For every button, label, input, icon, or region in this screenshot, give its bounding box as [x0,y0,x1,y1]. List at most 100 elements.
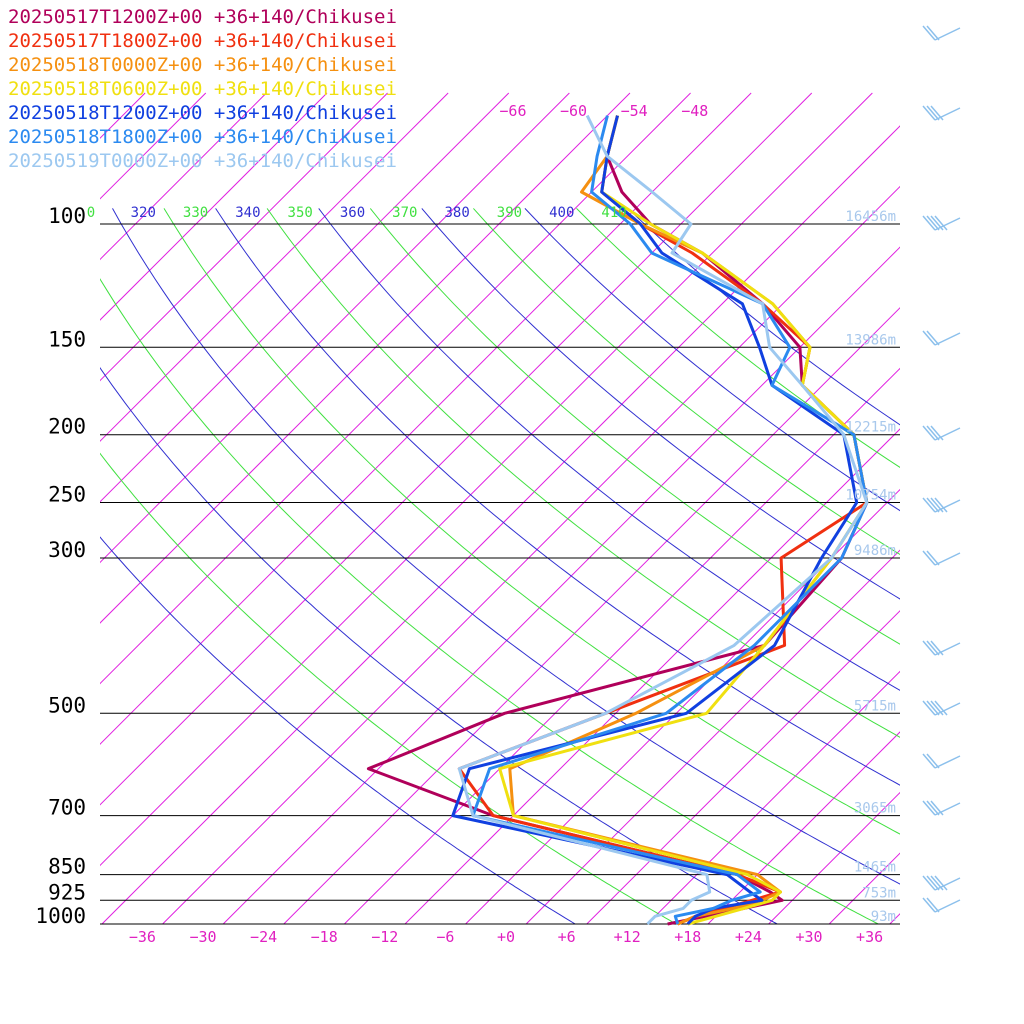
wind-barb-flag [930,215,944,231]
wind-barb [922,497,961,513]
wind-barb-flag [926,640,940,656]
isotherm-line [707,731,900,924]
wind-barb-flag [930,497,944,513]
wind-barb [922,330,961,346]
pressure-label: 150 [48,327,86,351]
wind-barb-shaft [934,877,961,891]
isotherm-line [100,92,267,261]
isotherm-line [100,92,449,442]
dry-adiabat-line [421,208,900,600]
wind-barb-shaft [934,499,961,513]
wind-barb [922,25,961,41]
wind-barb [922,875,961,891]
legend: 20250517T1200Z+00 +36+140/Chikusei 202505… [8,6,397,172]
wind-barb [922,640,961,656]
wind-barb-flag [922,640,936,656]
legend-entry: 20250518T0000Z+00 +36+140/Chikusei [8,54,397,76]
pressure-label: 200 [48,415,86,439]
wind-barb-flag [926,550,940,566]
wind-barb-shaft [934,755,961,769]
height-label: 12215m [845,420,896,436]
wind-barb [922,105,961,121]
wind-barb-flag [930,800,944,816]
isotherm-line [100,92,813,806]
isotherm-line [404,428,900,924]
legend-entry: 20250519T0000Z+00 +36+140/Chikusei [8,150,397,172]
wind-barb-shaft [934,802,961,816]
temperature-tick-label: −36 [129,928,156,946]
theta-label: 330 [183,205,208,221]
isotherm-line [647,670,900,924]
wind-barb-flag [926,497,940,513]
wind-barb [922,753,961,769]
height-label: 9486m [854,543,896,559]
sounding-series [366,114,869,926]
pressure-label: 300 [48,538,86,562]
theta-label: 380 [444,205,469,221]
wind-barb-flag [926,330,940,346]
legend-entry: 20250518T1200Z+00 +36+140/Chikusei [8,102,397,124]
wind-barb-shaft [934,899,961,913]
wind-barb-flag [926,897,940,913]
wind-barb-flag [922,700,936,716]
wind-barb-shaft [934,332,961,346]
isotherm-line [100,92,570,564]
isotherm-line [100,92,207,200]
dry-adiabat-line [369,208,900,645]
pressure-label: 850 [48,855,86,879]
isotherm-line [100,92,873,867]
upper-temperature-label: −66 [499,102,526,120]
upper-temperature-label: −54 [621,102,648,120]
wind-barb-flag [926,700,940,716]
wind-barb [922,700,961,716]
dry-adiabat-line [576,208,900,468]
dry-adiabat-line [473,208,900,556]
wind-barbs [922,25,961,913]
wind-barb-flag [926,800,940,816]
theta-label: 320 [131,205,156,221]
temperature-tick-label: −30 [189,928,216,946]
temperature-tick-label: +24 [735,928,762,946]
isotherm-line [100,92,752,745]
height-label: 1465m [854,860,896,876]
wind-barb-flag [930,875,944,891]
upper-temperature-labels: −66 −60 −54 −48 [499,102,708,120]
wind-barb-flag [934,215,948,231]
wind-barb-shaft [934,107,961,121]
isotherm-line [162,185,900,924]
dry-adiabat-line [100,278,879,924]
wind-barb [922,897,961,913]
isotherm-line [283,307,900,924]
wind-barb-flag [922,425,936,441]
sounding-line [366,115,869,926]
dry-adiabat-line [163,208,900,835]
temperature-tick-label: +0 [497,928,515,946]
wind-barb-shaft [934,642,961,656]
wind-barb-flag [926,105,940,121]
height-label: 5715m [854,698,896,714]
pressure-label: 100 [48,204,86,228]
legend-entry: 20250517T1200Z+00 +36+140/Chikusei [8,6,397,28]
theta-label: 350 [288,205,313,221]
sounding-line [471,115,869,925]
temperature-tick-label: +6 [558,928,576,946]
wind-barb-flag [934,875,948,891]
theta-label: 410 [601,205,626,221]
height-label: 16456m [845,209,896,225]
legend-entry: 20250518T0600Z+00 +36+140/Chikusei [8,78,397,100]
wind-barb [922,800,961,816]
wind-barb-shaft [934,552,961,566]
upper-temperature-label: −48 [681,102,708,120]
isobar-lines [100,223,900,925]
temperature-tick-labels: −36 −30 −24 −18 −12 −6 +0 +6 +12 +18 +24 +30 +36 [129,928,883,946]
wind-barb [922,550,961,566]
height-labels: 16456m 13986m 12215m 10754m 9486m 5715m 3065m 1… [845,209,896,925]
height-label: 3065m [854,801,896,817]
isotherm-line [465,488,900,924]
theta-label: 340 [235,205,260,221]
wind-barb-flag [922,753,936,769]
isotherm-line [101,125,900,924]
pressure-label: 250 [48,483,86,507]
